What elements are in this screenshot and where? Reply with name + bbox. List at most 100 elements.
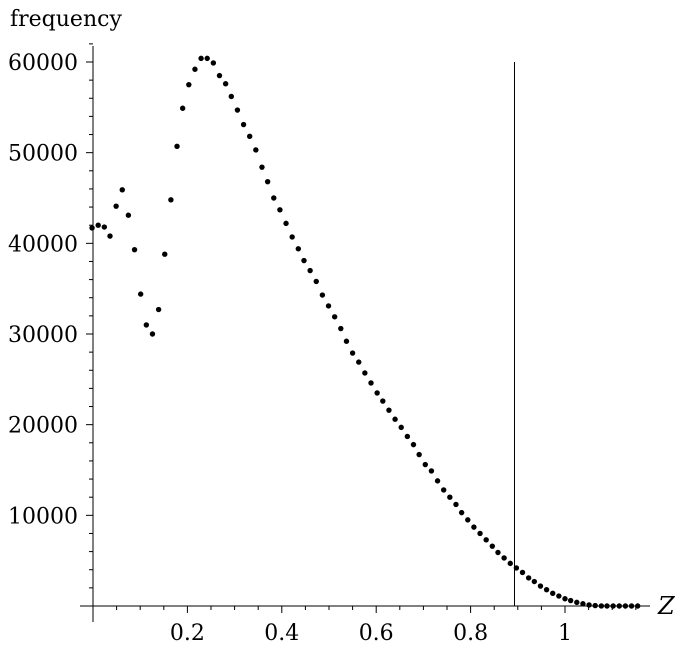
x-tick-label: 1 xyxy=(558,621,572,645)
y-tick-label: 20000 xyxy=(8,414,78,439)
data-point xyxy=(501,555,507,561)
data-point xyxy=(162,251,168,257)
data-point xyxy=(380,398,386,404)
data-point xyxy=(113,203,119,209)
data-point xyxy=(550,590,556,597)
y-tick-label: 10000 xyxy=(8,504,78,529)
data-point xyxy=(228,93,234,100)
data-point xyxy=(192,66,198,72)
data-point xyxy=(168,197,174,203)
data-point xyxy=(416,451,422,458)
data-point xyxy=(616,603,622,609)
data-point xyxy=(301,257,307,264)
data-point xyxy=(422,461,428,468)
data-point xyxy=(179,105,186,111)
data-point xyxy=(404,433,411,440)
data-point xyxy=(428,468,435,474)
data-point xyxy=(295,246,302,252)
data-point xyxy=(101,224,108,230)
data-point xyxy=(562,596,568,602)
data-point xyxy=(174,143,180,150)
data-point xyxy=(519,569,526,576)
data-point xyxy=(338,325,344,332)
data-point xyxy=(289,234,295,240)
y-tick-label: 40000 xyxy=(8,232,78,257)
points-layer xyxy=(89,55,641,609)
data-point xyxy=(95,222,101,228)
data-point xyxy=(222,81,229,87)
data-point xyxy=(458,509,465,516)
data-point xyxy=(386,407,392,413)
data-point xyxy=(247,133,253,140)
data-point xyxy=(567,597,574,604)
data-point xyxy=(453,501,459,508)
data-point xyxy=(313,278,319,285)
data-point xyxy=(580,601,586,607)
data-point xyxy=(319,292,326,298)
x-tick-label: 0.8 xyxy=(453,621,488,645)
data-point xyxy=(440,487,447,493)
data-point xyxy=(634,603,641,609)
data-point xyxy=(143,322,150,328)
data-point xyxy=(592,602,598,609)
data-point xyxy=(525,575,532,581)
data-point xyxy=(137,291,144,297)
data-point xyxy=(362,370,368,376)
data-point xyxy=(259,164,265,170)
data-point xyxy=(149,331,156,337)
data-point xyxy=(628,603,635,609)
data-point xyxy=(483,537,489,543)
x-tick-label: 0.2 xyxy=(170,621,205,645)
data-point xyxy=(240,121,247,128)
data-point xyxy=(543,586,550,593)
data-point xyxy=(574,599,580,606)
data-point xyxy=(283,220,289,227)
data-point xyxy=(356,359,362,365)
data-point xyxy=(610,603,616,609)
data-point xyxy=(307,267,313,274)
data-point xyxy=(119,187,125,193)
data-point xyxy=(507,560,513,567)
data-point xyxy=(622,603,629,609)
data-point xyxy=(271,195,277,201)
data-point xyxy=(465,517,471,523)
data-point xyxy=(604,603,610,609)
data-point xyxy=(264,178,271,185)
data-point xyxy=(556,593,562,599)
data-point xyxy=(447,494,453,500)
data-point xyxy=(598,603,605,609)
data-point xyxy=(531,578,538,585)
data-point xyxy=(410,441,417,448)
data-point xyxy=(513,565,520,571)
data-point xyxy=(125,212,132,218)
x-tick-label: 0.6 xyxy=(359,621,394,645)
data-point xyxy=(186,81,192,88)
y-axis-title: frequency xyxy=(10,7,122,32)
data-point xyxy=(495,549,501,556)
data-point xyxy=(398,424,404,431)
data-point xyxy=(210,60,217,66)
data-point xyxy=(471,524,477,530)
data-point xyxy=(107,233,113,239)
data-point xyxy=(434,478,441,484)
data-point xyxy=(131,246,138,253)
data-point xyxy=(198,55,204,62)
data-point xyxy=(368,380,374,386)
x-tick-label: 0.4 xyxy=(264,621,299,645)
data-point xyxy=(537,583,544,589)
data-point xyxy=(489,543,496,549)
data-point xyxy=(331,314,338,320)
y-tick-label: 50000 xyxy=(8,142,78,167)
data-point xyxy=(204,55,210,62)
data-point xyxy=(586,602,592,608)
y-tick-label: 60000 xyxy=(8,51,78,76)
data-point xyxy=(234,107,241,113)
data-point xyxy=(392,416,398,422)
data-point xyxy=(343,338,350,344)
y-tick-label: 30000 xyxy=(8,323,78,348)
data-point xyxy=(349,350,356,356)
data-point xyxy=(155,306,162,313)
data-point xyxy=(277,207,283,213)
data-point xyxy=(374,390,380,396)
